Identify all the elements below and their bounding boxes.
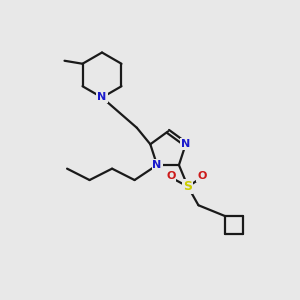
Text: N: N: [181, 139, 190, 149]
Text: N: N: [98, 92, 106, 103]
Text: N: N: [152, 160, 162, 170]
Text: O: O: [197, 171, 207, 181]
Text: S: S: [183, 180, 192, 193]
Text: O: O: [166, 171, 176, 181]
